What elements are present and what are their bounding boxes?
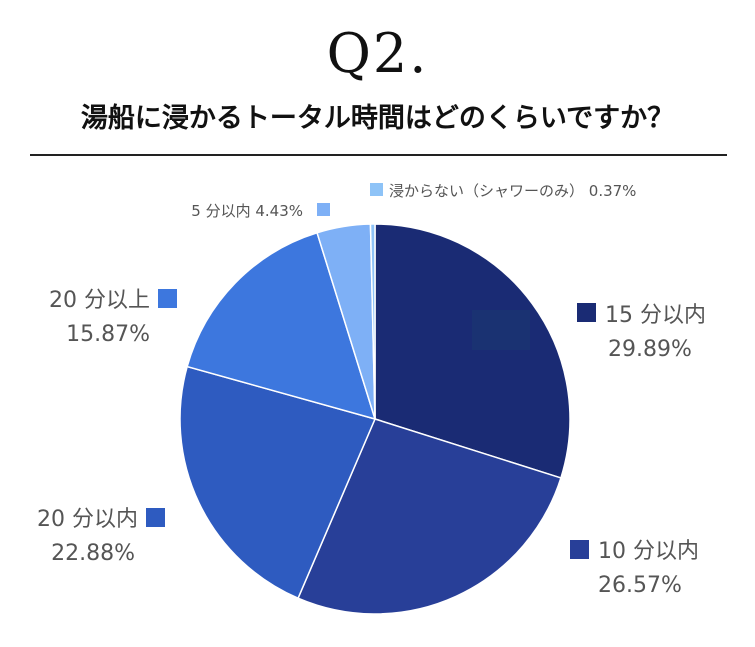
legend-swatch-3 bbox=[146, 508, 165, 527]
legend-swatch-5 bbox=[317, 203, 330, 216]
divider bbox=[30, 154, 727, 156]
slice-label-3: 20 分以内 bbox=[37, 507, 138, 532]
pie-slice-2 bbox=[297, 418, 562, 615]
slice-label-2: 10 分以内 bbox=[598, 539, 699, 564]
slice-value-3: 22.88% bbox=[51, 541, 135, 566]
legend-swatch-6 bbox=[370, 183, 383, 196]
legend-swatch-1 bbox=[577, 303, 596, 322]
legend-swatch-2 bbox=[570, 540, 589, 559]
slice-value-4: 15.87% bbox=[66, 322, 150, 347]
slice-label-1: 15 分以内 bbox=[605, 303, 706, 328]
pie-slice-1 bbox=[374, 223, 571, 479]
question-text: 湯船に浸かるトータル時間はどのくらいですか？ bbox=[80, 103, 675, 134]
pie-slice-6 bbox=[369, 223, 376, 420]
slice-label-6: 浸からない（シャワーのみ） 0.37% bbox=[389, 182, 636, 200]
slice-value-1: 29.89% bbox=[608, 337, 692, 362]
legend-swatch-4 bbox=[158, 289, 177, 308]
slice-value-2: 26.57% bbox=[598, 573, 682, 598]
pie-slice-4 bbox=[186, 231, 377, 421]
slice-label-5: 5 分以内 4.43% bbox=[191, 202, 303, 220]
question-number: Q2. bbox=[326, 22, 429, 85]
pie-slice-3 bbox=[179, 365, 377, 600]
pie-labels: 15 分以内 29.89% 10 分以内 26.57% 20 分以内 22.88% 20 分… bbox=[37, 182, 706, 598]
pie-slices bbox=[179, 223, 571, 615]
slice-label-4: 20 分以上 bbox=[49, 288, 150, 313]
decorative-overlay bbox=[472, 310, 530, 350]
